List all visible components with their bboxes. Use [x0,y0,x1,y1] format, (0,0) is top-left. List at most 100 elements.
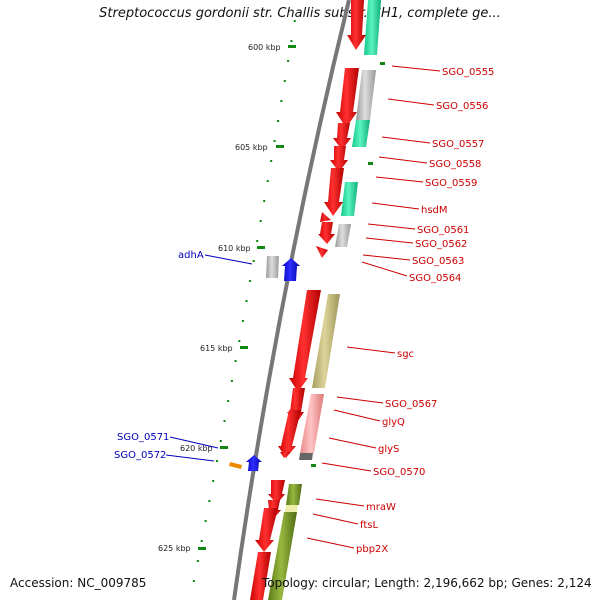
cog-block [356,70,376,120]
reverse-gene-arrow[interactable] [246,455,262,471]
forward-gene-arrow[interactable] [333,123,351,150]
scale-minor-tick [287,60,290,62]
gene-label-glyq[interactable]: glyQ [382,417,405,428]
forward-gene-arrow[interactable] [250,552,271,600]
reverse-genes [229,256,300,471]
gene-label-sgo-0571[interactable]: SGO_0571 [117,432,169,443]
scale-minor-tick [283,80,286,82]
scale-minor-tick [200,540,203,542]
forward-gene-arrow[interactable] [324,168,344,216]
scale-minor-tick [219,440,222,442]
scale-615kbp: 615 kbp [200,344,248,353]
forward-gene-arrow[interactable] [289,290,321,392]
gene-label-sgo-0564[interactable]: SGO_0564 [409,273,461,284]
scale-minor-tick [266,180,269,182]
forward-gene-arrow[interactable] [278,410,301,458]
svg-text:620 kbp: 620 kbp [180,444,213,453]
map-title: Streptococcus gordonii str. Challis subs… [99,6,501,21]
gene-label-sgo-0567[interactable]: SGO_0567 [385,399,437,410]
cog-block [335,224,351,247]
gene-label-glys[interactable]: glyS [378,444,399,455]
scale-minor-tick [192,580,195,582]
genome-backbone [232,0,351,600]
svg-text:605 kbp: 605 kbp [235,143,268,152]
scale-minor-tick [256,240,259,242]
cog-block [268,512,297,600]
forward-gene-arrow[interactable] [320,212,331,222]
gene-label-sgo-0556[interactable]: SGO_0556 [436,101,488,112]
scale-minor-tick [216,460,218,462]
scale-minor-tick [249,280,252,282]
cog-block [341,182,358,216]
gene-label-mraw[interactable]: mraW [366,502,396,513]
gene-label-sgo-0557[interactable]: SGO_0557 [432,139,484,150]
scale-minor-tick [252,260,255,262]
gene-label-sgo-0559[interactable]: SGO_0559 [425,178,477,189]
svg-text:625 kbp: 625 kbp [158,544,191,553]
accession-text: Accession: NC_009785 [10,576,147,590]
gene-label-sgo-0570[interactable]: SGO_0570 [373,467,425,478]
scale-minor-tick [290,40,293,42]
gene-label-sgo-0562[interactable]: SGO_0562 [415,239,467,250]
scale-minor-tick [277,120,279,122]
scale-minor-tick [234,360,237,362]
gene-label-sgo-0572[interactable]: SGO_0572 [114,450,166,461]
forward-markers [311,62,385,467]
gene-label-sgo-0561[interactable]: SGO_0561 [417,225,469,236]
scale-minor-tick [280,100,283,102]
cog-block [299,453,313,460]
scale-minor-tick [273,140,276,142]
scale-minor-tick [293,20,296,22]
cog-block [364,0,381,55]
scale-minor-tick [245,300,248,302]
cog-block [266,256,279,278]
svg-text:610 kbp: 610 kbp [218,244,251,253]
scale-minor-tick [212,480,215,482]
gene-label-pbp2x[interactable]: pbp2X [356,544,388,555]
scale-minor-tick [196,560,199,562]
forward-gene-arrow[interactable] [336,68,359,128]
gene-label-sgo-0555[interactable]: SGO_0555 [442,67,494,78]
scale-620kbp: 620 kbp [180,444,228,453]
svg-text:615 kbp: 615 kbp [200,344,233,353]
scale-610kbp: 610 kbp [218,244,265,253]
forward-genes [250,0,366,600]
gene-label-sgo-0563[interactable]: SGO_0563 [412,256,464,267]
reverse-gene-arrow[interactable] [282,258,300,281]
genome-summary-text: Topology: circular; Length: 2,196,662 bp… [262,576,592,590]
gene-label-ftsl[interactable]: ftsL [360,520,378,531]
forward-gene-labels: SGO_0555 SGO_0556 SGO_0557 SGO_0558 SGO_… [356,67,494,555]
cog-block [229,462,242,469]
gene-label-adha[interactable]: adhA [178,250,204,261]
scale-minor-tick [227,400,230,402]
forward-gene-arrow[interactable] [316,246,328,258]
cog-block [286,484,302,505]
scale-minor-tick [230,380,233,382]
cog-block [312,294,340,388]
scale-minor-tick [208,500,211,502]
forward-gene-arrow[interactable] [318,222,335,244]
scale-minor-tick [241,320,244,322]
svg-text:600 kbp: 600 kbp [248,43,281,52]
cog-track [268,0,381,600]
scale-minor-tick [238,340,241,342]
scale-minor-tick [223,420,226,422]
scale-600kbp: 600 kbp [248,43,296,52]
gene-label-sgo-0558[interactable]: SGO_0558 [429,159,481,170]
scale-minor-tick [270,160,273,162]
forward-gene-arrow[interactable] [347,0,366,50]
scale-minor-tick [263,200,266,202]
forward-gene-arrow[interactable] [268,480,285,504]
forward-gene-arrow[interactable] [255,508,278,552]
cog-block [285,505,298,512]
cog-block [352,120,370,147]
scale-ticks [192,20,296,582]
scale-625kbp: 625 kbp [158,544,206,553]
forward-gene-arrow[interactable] [280,452,291,458]
forward-gene-arrow[interactable] [330,146,348,172]
gene-label-hsdm[interactable]: hsdM [421,205,448,216]
gene-label-sgc[interactable]: sgc [397,349,414,360]
scale-605kbp: 605 kbp [235,143,284,152]
cog-block [300,394,324,453]
